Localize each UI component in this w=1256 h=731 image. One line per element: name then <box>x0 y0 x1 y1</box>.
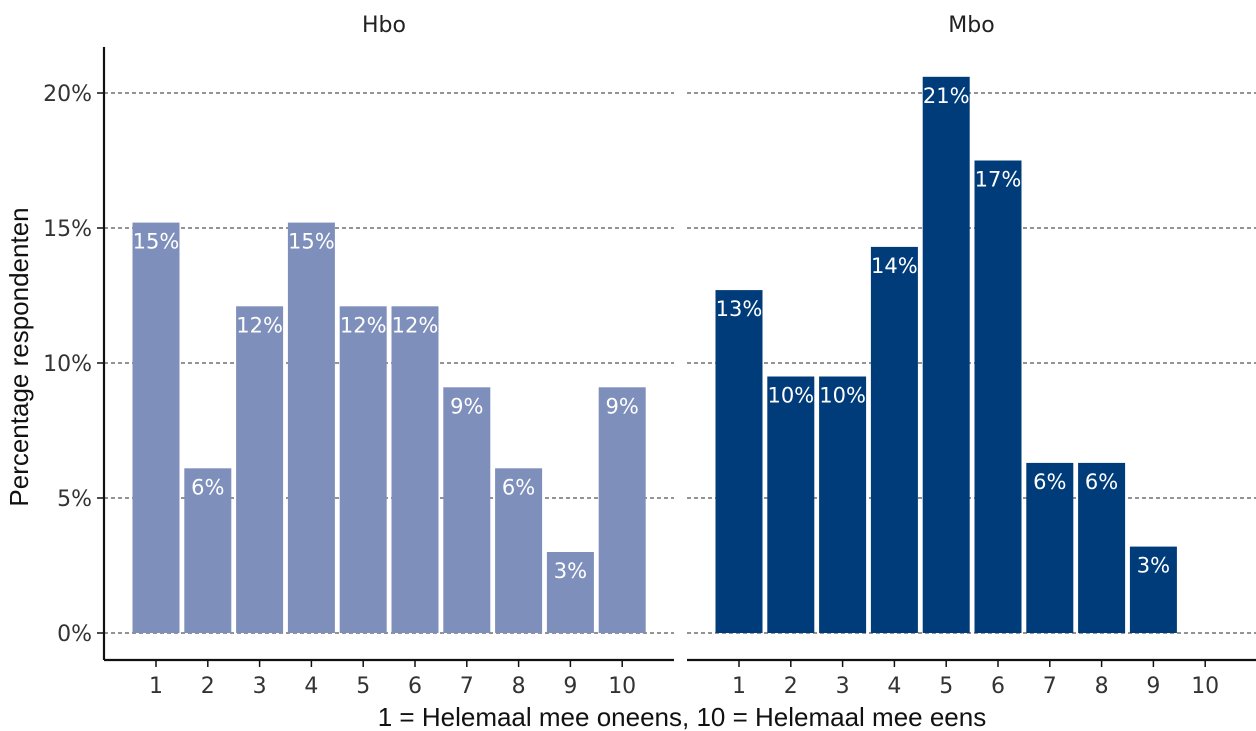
x-tick-label: 10 <box>1191 674 1219 699</box>
tick-labels: 0% 5% 10% 15% 20% 1 2 3 4 5 6 7 8 9 10 1 2 3 4 5 6 7 8 9 10 <box>43 82 1219 699</box>
x-tick-label: 1 <box>149 674 163 699</box>
bar <box>391 306 439 633</box>
bar <box>132 222 180 633</box>
bar <box>495 468 543 633</box>
bar <box>974 160 1022 633</box>
bar <box>443 387 491 633</box>
x-tick-label: 6 <box>408 674 422 699</box>
bar <box>715 290 763 633</box>
y-tick-label: 5% <box>57 487 92 512</box>
x-tick-label: 2 <box>784 674 798 699</box>
bar <box>546 552 594 633</box>
bar <box>287 222 335 633</box>
bar-value-label: 6% <box>1033 470 1066 494</box>
bar-value-label: 3% <box>554 559 587 583</box>
bar-value-label: 9% <box>606 394 639 418</box>
y-tick-label: 15% <box>43 217 92 242</box>
bar-value-label: 12% <box>236 313 283 337</box>
y-tick-label: 20% <box>43 82 92 107</box>
bar-value-label: 6% <box>191 475 224 499</box>
x-axis-title: 1 = Helemaal mee oneens, 10 = Helemaal m… <box>378 702 986 731</box>
x-tick-label: 5 <box>356 674 370 699</box>
x-tick-label: 9 <box>1146 674 1160 699</box>
bar-value-label: 3% <box>1137 554 1170 578</box>
panel-title: Hbo <box>362 13 406 38</box>
y-axis-title: Percentage respondenten <box>4 207 34 506</box>
x-tick-label: 1 <box>732 674 746 699</box>
bar <box>1026 462 1074 633</box>
bar <box>870 246 918 633</box>
bar <box>236 306 284 633</box>
bar <box>1129 546 1177 633</box>
bar-value-label: 9% <box>450 394 483 418</box>
x-tick-label: 5 <box>939 674 953 699</box>
bar <box>767 376 815 633</box>
bar-value-label: 17% <box>975 168 1022 192</box>
panel-strips: Hbo Mbo <box>362 13 995 38</box>
x-tick-label: 10 <box>608 674 636 699</box>
bar <box>819 376 867 633</box>
x-tick-label: 9 <box>563 674 577 699</box>
x-tick-label: 6 <box>991 674 1005 699</box>
bar-labels: 15%6%12%15%12% 12%9%6%3%9%13%10% 10%14%21%… <box>133 84 1170 583</box>
bar-value-label: 6% <box>502 475 535 499</box>
y-tick-label: 10% <box>43 352 92 377</box>
x-tick-label: 8 <box>1095 674 1109 699</box>
bar <box>598 387 646 633</box>
bar-value-label: 21% <box>923 84 970 108</box>
bar <box>184 468 232 633</box>
x-tick-label: 3 <box>836 674 850 699</box>
bar <box>1078 462 1126 633</box>
bar-value-label: 10% <box>819 384 866 408</box>
bar-value-label: 15% <box>133 230 180 254</box>
y-tick-label: 0% <box>57 622 92 647</box>
x-tick-label: 3 <box>253 674 267 699</box>
bar-value-label: 12% <box>340 313 387 337</box>
bar-value-label: 10% <box>767 384 814 408</box>
bar-value-label: 14% <box>871 254 918 278</box>
panel-title: Mbo <box>948 13 994 38</box>
bar <box>922 76 970 634</box>
bar-value-label: 13% <box>716 297 763 321</box>
x-tick-label: 4 <box>887 674 901 699</box>
bar-value-label: 6% <box>1085 470 1118 494</box>
x-tick-label: 8 <box>512 674 526 699</box>
bar-value-label: 12% <box>392 313 439 337</box>
bar <box>339 306 387 633</box>
axes <box>97 47 1256 667</box>
x-tick-label: 7 <box>460 674 474 699</box>
bar-value-label: 15% <box>288 230 335 254</box>
bars <box>132 76 1177 634</box>
x-tick-label: 7 <box>1043 674 1057 699</box>
x-tick-label: 2 <box>201 674 215 699</box>
x-tick-label: 4 <box>304 674 318 699</box>
